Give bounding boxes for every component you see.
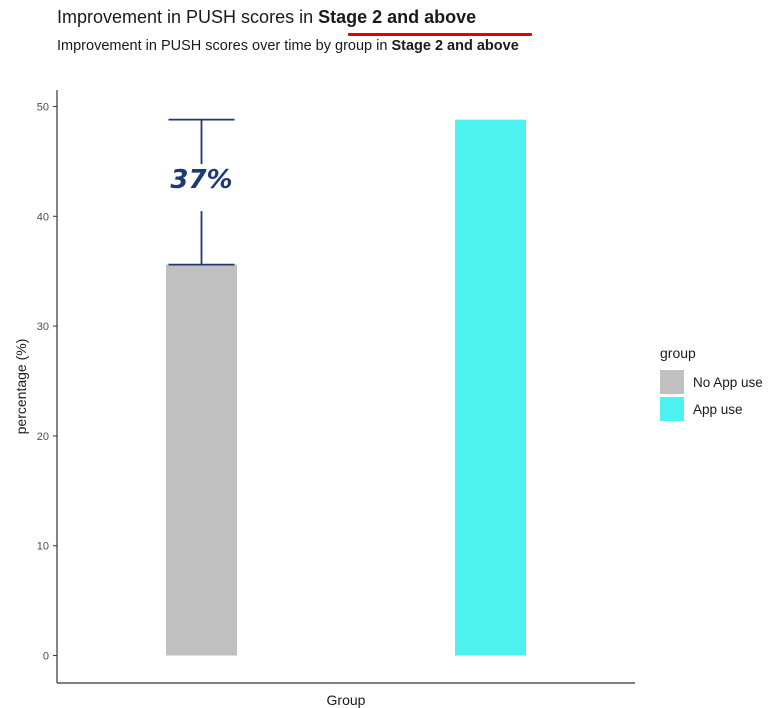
chart-title-prefix: Improvement in PUSH scores in [57, 7, 314, 27]
bar-app-use [455, 119, 526, 656]
chart-subtitle-prefix: Improvement in PUSH scores over time by … [57, 38, 388, 54]
y-tick-label-10: 10 [37, 541, 49, 553]
difference-annotation: 37% [170, 165, 232, 195]
legend-item-no-app-use: No App use [660, 369, 763, 395]
legend-label-app-use: App use [693, 401, 743, 417]
legend-label-no-app-use: No App use [693, 374, 763, 390]
bars [166, 119, 526, 656]
y-tick-label-30: 30 [37, 321, 49, 333]
chart-subtitle-emphasis: Stage 2 and above [391, 38, 519, 54]
y-tick-label-50: 50 [37, 101, 49, 113]
y-tick-label-0: 0 [43, 651, 49, 663]
legend-key-app-use [660, 397, 684, 421]
chart-subtitle: Improvement in PUSH scores over time by … [57, 38, 519, 54]
y-tick-label-40: 40 [37, 211, 49, 223]
y-tick-label-20: 20 [37, 431, 49, 443]
legend-key-no-app-use [660, 370, 684, 394]
chart-title-emphasis: Stage 2 and above [318, 7, 477, 27]
bar-no-app-use [166, 264, 237, 656]
legend-item-app-use: App use [660, 396, 763, 422]
legend: group No App use App use [660, 345, 763, 423]
title-emphasis-underline [348, 33, 532, 36]
y-axis-ticks: 0 10 20 30 40 50 [37, 101, 57, 663]
difference-bracket [168, 118, 235, 266]
x-axis-title: Group [327, 692, 366, 708]
chart-title: Improvement in PUSH scores in Stage 2 an… [57, 7, 476, 28]
y-axis-title: percentage (%) [13, 339, 29, 435]
legend-title: group [660, 345, 696, 361]
